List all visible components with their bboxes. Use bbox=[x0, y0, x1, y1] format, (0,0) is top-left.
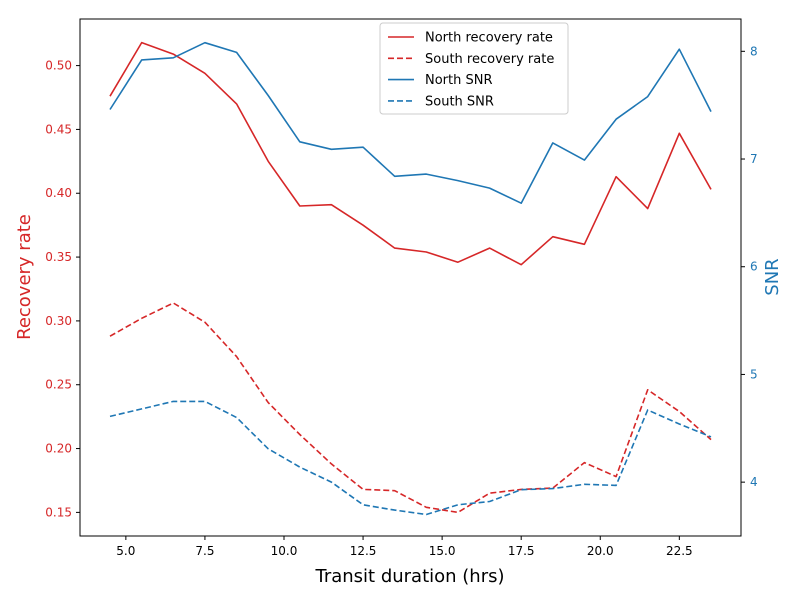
y-tick-label-left: 0.15 bbox=[45, 505, 72, 519]
legend-label: South recovery rate bbox=[425, 52, 554, 67]
x-tick-label: 10.0 bbox=[271, 544, 298, 558]
y-tick-label-left: 0.20 bbox=[45, 442, 72, 456]
series-line-north-recovery-rate bbox=[109, 41, 712, 266]
x-tick-label: 12.5 bbox=[350, 544, 377, 558]
y-tick-label-right: 5 bbox=[750, 367, 758, 381]
y-axis-left: 0.15 0.20 0.25 0.30 0.35 0.40 0.45 0.50 bbox=[45, 59, 80, 519]
x-axis-title: Transit duration (hrs) bbox=[314, 566, 504, 587]
y-tick-label-left: 0.25 bbox=[45, 378, 72, 392]
x-tick-label: 20.0 bbox=[587, 544, 614, 558]
y-tick-label-left: 0.40 bbox=[45, 186, 72, 200]
y-tick-label-left: 0.35 bbox=[45, 250, 72, 264]
x-tick-label: 7.5 bbox=[195, 544, 214, 558]
legend-label: North SNR bbox=[425, 73, 493, 88]
legend-items: North recovery rate South recovery rate No… bbox=[388, 31, 554, 109]
x-tick-label: 5.0 bbox=[116, 544, 135, 558]
y-axis-right: 4 5 6 7 8 bbox=[741, 44, 758, 489]
x-tick-label: 15.0 bbox=[429, 544, 456, 558]
y-tick-label-left: 0.50 bbox=[45, 59, 72, 73]
y-axis-title-right: SNR bbox=[762, 258, 783, 295]
y-tick-label-left: 0.45 bbox=[45, 122, 72, 136]
x-axis: 5.0 7.5 10.0 12.5 15.0 17.5 20.0 22.5 bbox=[116, 536, 693, 558]
legend-box bbox=[379, 22, 569, 115]
x-tick-label: 17.5 bbox=[508, 544, 535, 558]
y-tick-label-right: 4 bbox=[750, 475, 758, 489]
legend-label: North recovery rate bbox=[425, 31, 553, 46]
y-tick-label-right: 8 bbox=[750, 44, 758, 58]
legend-label: South SNR bbox=[425, 94, 494, 109]
legend: North recovery rate South recovery rate No… bbox=[379, 22, 569, 115]
y-tick-label-right: 7 bbox=[750, 152, 758, 166]
series-line-south-snr bbox=[109, 400, 712, 516]
x-tick-label: 22.5 bbox=[666, 544, 693, 558]
series-line-south-recovery-rate bbox=[109, 302, 712, 514]
y-tick-label-right: 6 bbox=[750, 260, 758, 274]
y-axis-title-left: Recovery rate bbox=[14, 214, 35, 340]
series-line-north-snr bbox=[109, 41, 712, 204]
plot-frame bbox=[79, 18, 742, 537]
y-tick-label-left: 0.30 bbox=[45, 314, 72, 328]
plot-lines bbox=[109, 41, 712, 516]
